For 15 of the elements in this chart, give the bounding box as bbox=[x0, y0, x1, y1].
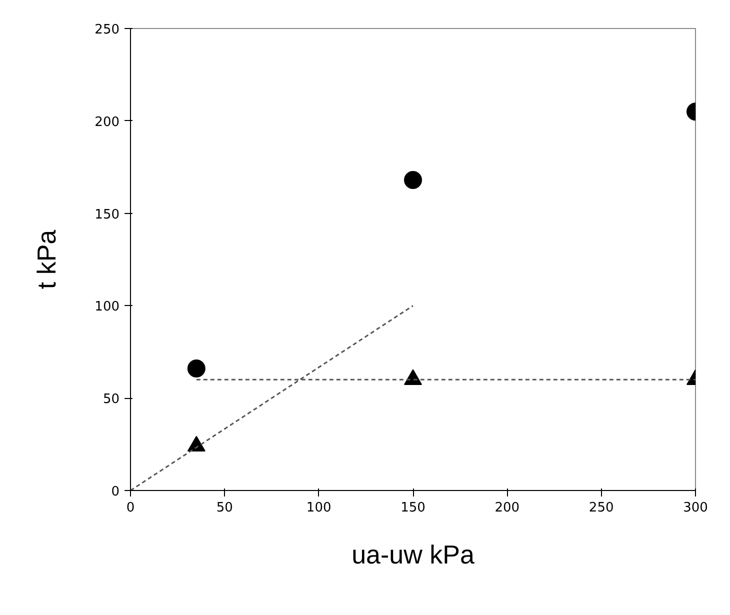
x-tick-label: 50 bbox=[216, 500, 233, 516]
x-tick-label: 250 bbox=[588, 500, 614, 516]
y-tick-label: 50 bbox=[102, 392, 120, 408]
y-tick-label: 100 bbox=[94, 300, 120, 315]
x-tick-label: 300 bbox=[683, 500, 708, 516]
y-tick-label: 150 bbox=[94, 207, 120, 222]
y-tick-label: 250 bbox=[94, 22, 120, 38]
y-axis-title: t kPa bbox=[32, 229, 62, 290]
y-tick-label: 0 bbox=[111, 484, 120, 500]
x-tick-label: 100 bbox=[306, 500, 332, 516]
x-axis-title: ua-uw kPa bbox=[352, 540, 475, 570]
x-tick-label: 200 bbox=[494, 500, 520, 516]
y-tick-label: 200 bbox=[94, 114, 120, 130]
x-tick-label: 150 bbox=[400, 500, 426, 516]
x-tick-label: 0 bbox=[126, 500, 135, 516]
